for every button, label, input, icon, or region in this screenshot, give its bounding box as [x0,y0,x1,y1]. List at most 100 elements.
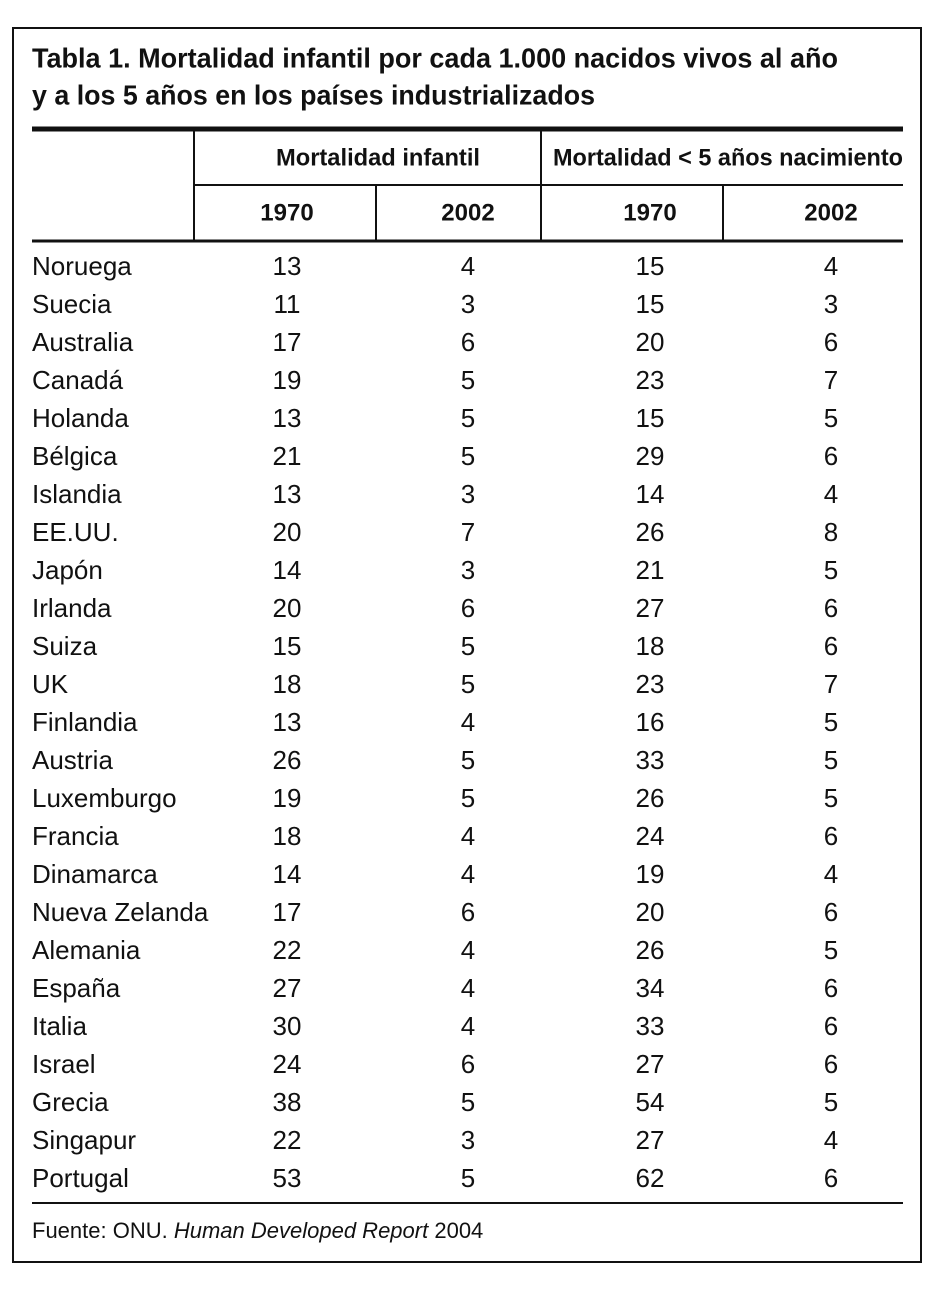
cell: 5 [461,783,475,813]
country: Singapur [32,1125,136,1155]
cell: 5 [824,745,838,775]
cell: 6 [461,897,475,927]
cell: 14 [636,479,665,509]
cell: 5 [824,555,838,585]
cell: 5 [824,403,838,433]
cell: 15 [273,631,302,661]
country: Grecia [32,1087,109,1117]
cell: 17 [273,897,302,927]
cell: 26 [636,517,665,547]
cell: 23 [636,669,665,699]
cell: 5 [824,707,838,737]
country: España [32,973,121,1003]
cell: 5 [824,935,838,965]
column-header: 1970 [623,199,676,226]
cell: 4 [461,707,475,737]
cell: 13 [273,251,302,281]
cell: 6 [824,897,838,927]
country: Italia [32,1011,87,1041]
cell: 27 [636,593,665,623]
cell: 6 [824,593,838,623]
country: Bélgica [32,441,118,471]
cell: 27 [273,973,302,1003]
cell: 5 [461,631,475,661]
country: Dinamarca [32,859,158,889]
cell: 34 [636,973,665,1003]
title-line: Tabla 1. Mortalidad infantil por cada 1.… [32,42,838,73]
cell: 5 [824,783,838,813]
footnote-source: Fuente: ONU. [32,1218,168,1243]
cell: 7 [824,365,838,395]
cell: 17 [273,327,302,357]
cell: 6 [824,441,838,471]
country: EE.UU. [32,517,119,547]
cell: 3 [461,1125,475,1155]
cell: 18 [273,821,302,851]
cell: 5 [461,745,475,775]
country: Alemania [32,935,141,965]
cell: 6 [824,1049,838,1079]
country: Irlanda [32,593,112,623]
country: Nueva Zelanda [32,897,209,927]
country: Portugal [32,1163,129,1193]
cell: 62 [636,1163,665,1193]
cell: 3 [461,289,475,319]
cell: 4 [461,821,475,851]
cell: 15 [636,403,665,433]
cell: 4 [824,479,838,509]
cell: 24 [273,1049,302,1079]
cell: 20 [636,897,665,927]
cell: 5 [461,403,475,433]
cell: 18 [636,631,665,661]
cell: 4 [461,1011,475,1041]
country: Islandia [32,479,122,509]
column-header: 2002 [804,199,857,226]
cell: 21 [636,555,665,585]
cell: 6 [824,327,838,357]
country: Luxemburgo [32,783,177,813]
country: Austria [32,745,113,775]
cell: 26 [273,745,302,775]
country: Canadá [32,365,124,395]
frame [12,27,922,1263]
cell: 3 [461,555,475,585]
cell: 29 [636,441,665,471]
country: Australia [32,327,134,357]
cell: 4 [824,859,838,889]
cell: 30 [273,1011,302,1041]
cell: 16 [636,707,665,737]
cell: 11 [274,289,301,319]
cell: 23 [636,365,665,395]
cell: 4 [461,973,475,1003]
cell: 8 [824,517,838,547]
cell: 6 [824,821,838,851]
cell: 5 [461,669,475,699]
cell: 6 [824,1163,838,1193]
cell: 20 [636,327,665,357]
cell: 4 [461,859,475,889]
cell: 19 [636,859,665,889]
column-header: 2002 [441,199,494,226]
cell: 24 [636,821,665,851]
cell: 20 [273,517,302,547]
cell: 5 [461,1087,475,1117]
cell: 6 [824,973,838,1003]
cell: 6 [461,327,475,357]
cell: 13 [273,707,302,737]
cell: 3 [824,289,838,319]
cell: 22 [273,935,302,965]
cell: 4 [824,1125,838,1155]
table-body: 1970 2002 1970 2002 Noruega 13 4 15 4 Suecia 11 3 15… [32,199,858,1193]
country: Suecia [32,289,112,319]
footnote: Fuente: ONU. Human Developed Report 2004 [32,1218,483,1243]
title-line: y a los 5 años en los países industriali… [32,79,595,110]
cell: 5 [824,1087,838,1117]
group-header: Mortalidad infantil [276,144,480,171]
cell: 33 [636,745,665,775]
cell: 27 [636,1049,665,1079]
cell: 6 [824,631,838,661]
cell: 4 [461,935,475,965]
cell: 20 [273,593,302,623]
footnote-work: Human Developed Report [174,1218,429,1243]
